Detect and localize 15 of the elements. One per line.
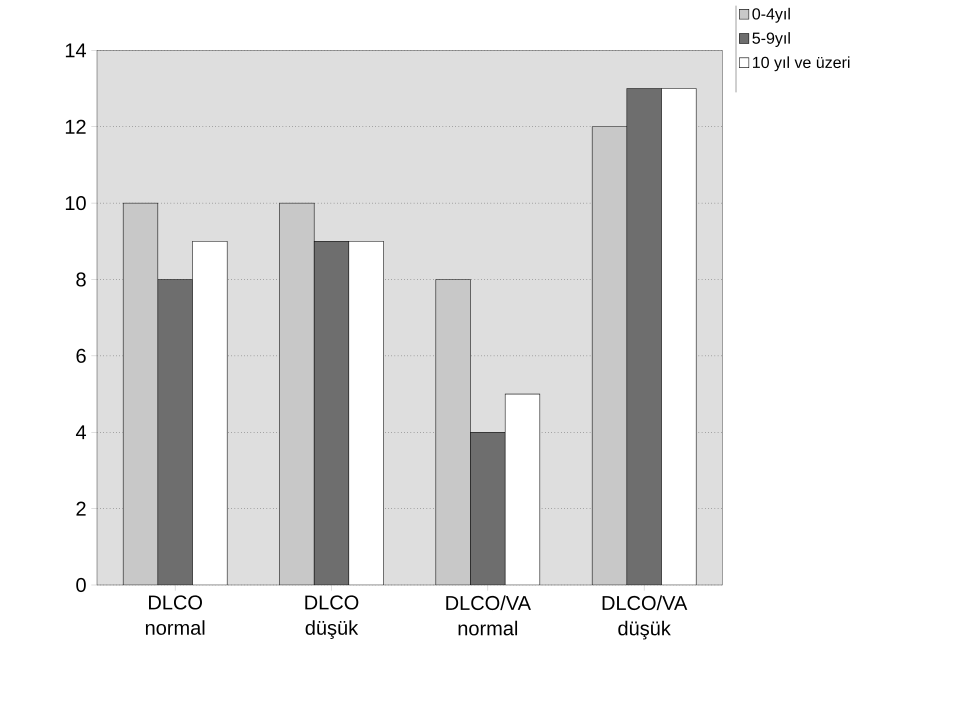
legend-label: 10 yıl ve üzeri xyxy=(753,56,850,72)
y-tick-label: 0 xyxy=(76,578,86,592)
x-tick-label: DLCO düşük xyxy=(305,595,358,639)
y-tick-label: 12 xyxy=(66,120,86,134)
y-tick-label: 10 xyxy=(66,196,86,210)
y-tick-label: 8 xyxy=(76,272,86,287)
y-tick-label: 4 xyxy=(76,425,86,440)
y-tick-label: 14 xyxy=(66,43,86,58)
x-tick-label: DLCO/VA düşük xyxy=(602,595,688,640)
x-tick-label: DLCO normal xyxy=(146,595,204,635)
y-tick-label: 6 xyxy=(76,348,86,363)
legend-label: 5-9yıl xyxy=(752,32,790,47)
legend-label: 0-4yıl xyxy=(752,8,790,23)
x-tick-label: DLCO/VA normal xyxy=(446,595,531,636)
y-tick-label: 2 xyxy=(76,502,86,516)
